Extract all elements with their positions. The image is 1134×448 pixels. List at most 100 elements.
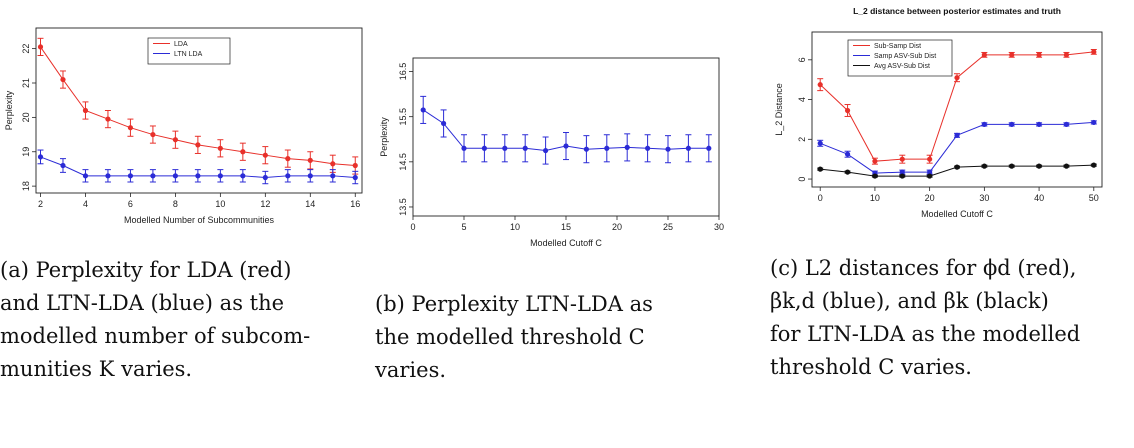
data-point [665,146,671,152]
data-point [1063,163,1070,169]
data-point [1036,52,1042,58]
data-point [217,173,223,179]
data-point [195,142,201,148]
data-point [127,173,134,179]
caption-c-line: (c) L2 distances for ϕd (red), [770,256,1077,280]
y-tick-label: 4 [797,97,807,102]
data-point [954,164,960,170]
caption-b-line: the modelled threshold C [375,325,645,349]
data-point [82,173,89,179]
data-point [872,158,878,164]
y-tick-label: 21 [21,78,31,88]
data-point [150,131,156,138]
x-tick-label: 8 [173,199,178,209]
data-point [872,173,878,179]
data-point [817,166,823,172]
legend-label: Samp ASV-Sub Dist [874,53,936,60]
legend-label: Avg ASV-Sub Dist [874,63,930,70]
data-point [285,156,291,162]
data-point [307,157,313,163]
y-tick-label: 0 [797,177,807,182]
y-tick-label: 16.5 [398,63,408,81]
x-tick-label: 0 [410,222,415,232]
x-tick-label: 30 [714,222,724,232]
x-tick-label: 20 [612,222,622,232]
x-tick-label: 4 [83,199,88,209]
caption-b-line: (b) Perplexity LTN-LDA as [375,292,653,316]
caption-c-line: for LTN-LDA as the modelled [770,322,1081,346]
data-point [624,144,630,150]
x-tick-label: 10 [870,193,880,203]
data-point [420,107,426,113]
data-point [502,145,508,151]
y-tick-label: 18 [21,181,31,191]
x-tick-label: 30 [979,193,989,203]
data-point [1091,49,1097,55]
data-point [1036,121,1042,128]
caption-b: (b) Perplexity LTN-LDA as the modelled t… [375,288,755,387]
data-point [481,145,487,151]
data-point [461,145,467,151]
x-tick-label: 2 [38,199,43,209]
data-point [1036,163,1042,169]
x-tick-label: 20 [925,193,935,203]
data-point [240,149,246,155]
data-point [441,120,447,127]
data-point [706,145,712,151]
x-tick-label: 15 [561,222,571,232]
chart-a: 2 4 6 8 10 12 14 16 18 19 20 21 22 Modelled Number of… [4,27,363,225]
x-axis-label: Modelled Cutoff C [921,209,993,219]
plot-frame [35,27,363,194]
data-point [37,154,44,160]
data-point [583,146,589,152]
data-point [563,143,569,149]
chart-b: 0 5 10 15 20 25 30 13.5 14.5 15.5 16.5 Modelled Cut… [379,57,724,248]
data-point [927,169,933,175]
data-point [1091,162,1097,168]
y-tick-label: 15.5 [398,108,408,126]
data-point [240,173,246,179]
y-tick-label: 19 [21,147,31,157]
data-point [105,116,111,122]
data-point [60,76,66,83]
data-point [1063,121,1070,128]
y-tick-label: 20 [21,112,31,122]
data-point [645,145,651,151]
x-tick-label: 10 [215,199,225,209]
caption-c: (c) L2 distances for ϕd (red), βk,d (blu… [770,252,1130,384]
caption-a-line: and LTN-LDA (blue) as the [0,291,285,315]
x-tick-label: 40 [1034,193,1044,203]
data-point [60,162,66,169]
data-point [150,173,156,179]
y-tick-label: 22 [21,44,31,54]
data-point [817,82,823,88]
data-point [817,140,823,146]
data-point [927,156,933,162]
data-point [127,125,134,131]
data-point [285,173,291,179]
data-point [37,44,44,50]
x-tick-label: 14 [305,199,315,209]
data-point [1091,119,1097,126]
data-point [330,173,336,179]
data-point [844,169,851,175]
data-point [172,173,178,179]
data-point [1009,52,1015,58]
data-point [685,145,691,151]
legend-box [147,37,231,65]
data-point [352,174,358,181]
data-point [105,173,111,179]
data-point [899,156,905,162]
x-tick-label: 25 [663,222,673,232]
data-point [604,145,610,151]
y-axis-label: Perplexity [379,117,389,157]
x-tick-label: 6 [128,199,133,209]
x-tick-label: 5 [461,222,466,232]
x-axis-label: Modelled Cutoff C [530,238,602,248]
data-point [899,169,905,175]
data-point [981,121,987,128]
caption-a: (a) Perplexity for LDA (red) and LTN-LDA… [0,254,370,386]
caption-a-line: munities K varies. [0,357,193,381]
data-point [262,174,268,181]
data-point [307,173,313,179]
